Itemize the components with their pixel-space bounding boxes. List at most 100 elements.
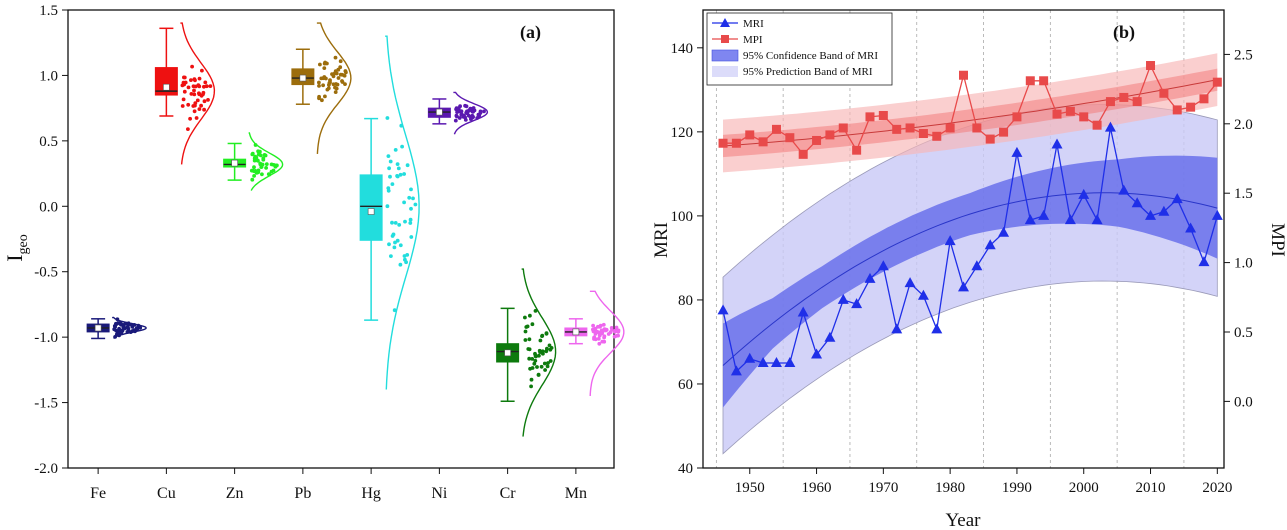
data-point: [544, 349, 549, 354]
data-point: [388, 174, 392, 179]
data-point: [536, 373, 541, 377]
data-point: [548, 359, 553, 363]
data-point: [461, 114, 466, 119]
data-point: [614, 325, 619, 330]
point-mri: [851, 298, 863, 309]
data-point: [405, 253, 410, 257]
legend-mpi-label: MPI: [743, 34, 763, 46]
y-tick-label-a: 0.5: [39, 134, 58, 150]
data-point: [254, 155, 259, 160]
box-iqr: [154, 67, 178, 96]
legend-confidence-swatch: [711, 49, 739, 62]
data-point: [191, 84, 196, 89]
x-tick-label-b: 2020: [1202, 480, 1232, 496]
data-point: [457, 109, 461, 114]
fit-line-mri: [722, 192, 1218, 366]
data-point: [264, 162, 269, 167]
violin-curve: [385, 35, 420, 390]
series-b: [717, 61, 1223, 376]
point-mri: [770, 356, 782, 367]
mean-marker: [299, 74, 307, 82]
data-point: [250, 152, 255, 157]
y-ticks-b: 40 60 80 100 120 140: [671, 41, 703, 477]
y-tick-label-a: 1.5: [39, 3, 58, 19]
data-point: [549, 346, 554, 350]
data-point: [336, 76, 341, 80]
data-point: [389, 254, 393, 258]
data-point: [320, 98, 324, 103]
y2-axis-label-b: MPI: [1267, 223, 1287, 257]
data-point: [526, 347, 531, 351]
mean-marker: [504, 349, 511, 357]
point-mpi: [865, 112, 875, 122]
y-ticks-a: -2.0 -1.5 -1.0 -0.5 0.0 0.5 1.0 1.5: [34, 3, 68, 477]
point-mpi: [838, 123, 848, 133]
data-point: [192, 92, 197, 97]
x-tick-label-a: Fe: [90, 485, 106, 502]
point-mri: [1158, 205, 1170, 216]
x-tick-label-b: 1970: [868, 480, 898, 496]
data-point: [537, 353, 541, 358]
data-point: [317, 96, 321, 101]
fit-line-mpi: [722, 79, 1218, 147]
data-point: [204, 84, 209, 89]
violin-curve: [453, 91, 489, 135]
data-point: [602, 339, 607, 344]
data-point: [612, 334, 617, 339]
point-mri: [958, 281, 969, 292]
data-point: [523, 315, 527, 320]
data-point: [321, 76, 326, 81]
point-mri: [717, 304, 729, 315]
data-point: [390, 182, 395, 187]
point-mpi: [731, 138, 741, 148]
y2-tick-label-b: 2.5: [1234, 47, 1253, 63]
point-mpi: [785, 133, 795, 143]
y-tick-label-b: 120: [671, 125, 694, 141]
legend-b: MRI MPI 95% Confidence Band of MRI 95% P…: [706, 12, 893, 86]
y-tick-label-a: 0.0: [39, 199, 58, 215]
point-mpi: [892, 124, 902, 134]
data-point: [387, 166, 391, 171]
data-point: [453, 118, 458, 123]
data-point: [199, 103, 204, 108]
data-point: [258, 153, 263, 158]
data-point: [528, 313, 532, 318]
data-point: [530, 322, 535, 327]
point-mpi: [771, 124, 781, 134]
legend-mri-label: MRI: [743, 18, 764, 30]
y2-ticks-b: 0.0 0.5 1.0 1.5 2.0 2.5: [1224, 47, 1253, 410]
data-point: [392, 245, 397, 250]
point-mpi: [1146, 61, 1156, 71]
box-group-ni: [427, 91, 489, 135]
legend-prediction-label: 95% Prediction Band of MRI: [743, 66, 873, 78]
point-mpi: [1025, 76, 1035, 86]
data-point: [409, 187, 413, 192]
data-point: [332, 71, 337, 76]
point-mpi: [1079, 112, 1089, 122]
point-mri: [811, 348, 823, 359]
data-point: [409, 206, 413, 211]
y-tick-label-a: -1.5: [34, 396, 58, 412]
data-point: [482, 109, 486, 114]
point-mri: [824, 331, 836, 342]
data-point: [201, 92, 205, 97]
point-mri: [998, 226, 1010, 237]
x-ticks-b: 1950 1960 1970 1980 1990 2000 2010 2020: [735, 468, 1232, 496]
point-mri: [1211, 209, 1223, 220]
data-point: [459, 109, 464, 114]
data-point: [327, 83, 331, 87]
data-point: [457, 116, 462, 120]
point-mri: [730, 365, 742, 376]
data-point: [458, 104, 462, 109]
data-point: [196, 83, 201, 87]
box-group-zn: [223, 132, 284, 191]
legend-confidence-label: 95% Confidence Band of MRI: [743, 50, 878, 62]
point-mpi: [1186, 102, 1196, 112]
point-mri: [1038, 209, 1050, 220]
mean-marker: [367, 208, 375, 215]
data-point: [407, 195, 412, 200]
point-mpi: [758, 137, 768, 147]
point-mri: [784, 356, 796, 367]
data-point: [535, 365, 539, 369]
data-point: [250, 177, 255, 182]
